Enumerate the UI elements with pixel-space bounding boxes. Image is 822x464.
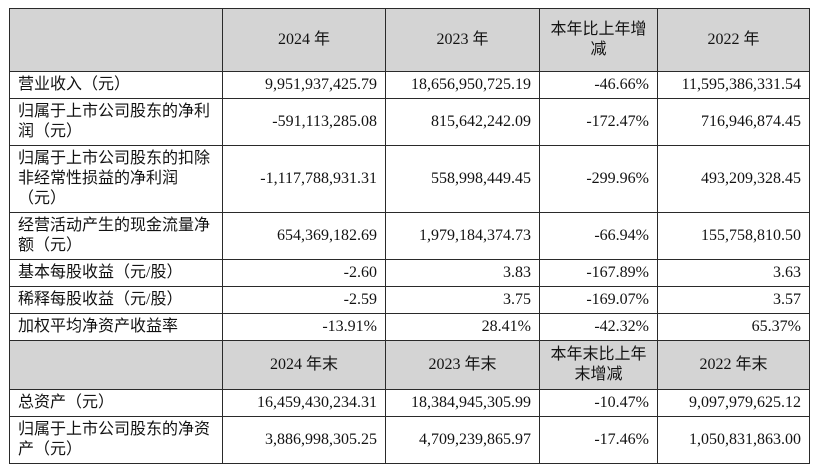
value-yearend-change: -10.47%: [539, 389, 658, 417]
table-row-net-profit-excl-nonrecurring: 归属于上市公司股东的扣除非经常性损益的净利润（元） -1,117,788,931…: [9, 145, 810, 213]
value-2024: -1,117,788,931.31: [222, 145, 386, 213]
corner-cell-blank: [9, 340, 223, 390]
value-2024: -2.59: [222, 286, 386, 314]
value-2024: -591,113,285.08: [222, 98, 386, 146]
value-2022-end: 9,097,979,625.12: [657, 389, 810, 417]
value-2022: 716,946,874.45: [657, 98, 810, 146]
value-2023-end: 18,384,945,305.99: [385, 389, 540, 417]
row-label: 归属于上市公司股东的净利润（元）: [9, 98, 223, 146]
value-2023: 1,979,184,374.73: [385, 212, 540, 260]
row-label: 基本每股收益（元/股）: [9, 259, 223, 287]
row-label: 归属于上市公司股东的净资产（元）: [9, 416, 223, 464]
value-2023-end: 4,709,239,865.97: [385, 416, 540, 464]
value-2024-end: 16,459,430,234.31: [222, 389, 386, 417]
table-row-operating-cash-flow: 经营活动产生的现金流量净额（元） 654,369,182.69 1,979,18…: [9, 212, 810, 260]
row-label: 归属于上市公司股东的扣除非经常性损益的净利润（元）: [9, 145, 223, 213]
value-2022: 155,758,810.50: [657, 212, 810, 260]
financial-summary-table: 2024 年 2023 年 本年比上年增减 2022 年 营业收入（元） 9,9…: [9, 8, 810, 464]
value-2023: 18,656,950,725.19: [385, 71, 540, 99]
value-2022: 65.37%: [657, 313, 810, 341]
value-2022-end: 1,050,831,863.00: [657, 416, 810, 464]
year-end-header-row: 2024 年末 2023 年末 本年末比上年末增减 2022 年末: [9, 340, 810, 390]
row-label: 经营活动产生的现金流量净额（元）: [9, 212, 223, 260]
column-header-yoy-change: 本年比上年增减: [539, 8, 658, 72]
row-label: 营业收入（元）: [9, 71, 223, 99]
value-yoy-change: -167.89%: [539, 259, 658, 287]
row-label: 总资产（元）: [9, 389, 223, 417]
corner-cell-blank: [9, 8, 223, 72]
value-2024-end: 3,886,998,305.25: [222, 416, 386, 464]
value-2024: -2.60: [222, 259, 386, 287]
table-row-net-assets: 归属于上市公司股东的净资产（元） 3,886,998,305.25 4,709,…: [9, 416, 810, 464]
column-header-yearend-change: 本年末比上年末增减: [539, 340, 658, 390]
column-header-2024: 2024 年: [222, 8, 386, 72]
value-2023: 3.75: [385, 286, 540, 314]
value-2023: 28.41%: [385, 313, 540, 341]
table-row-weighted-avg-roe: 加权平均净资产收益率 -13.91% 28.41% -42.32% 65.37%: [9, 313, 810, 341]
column-header-2022-end: 2022 年末: [657, 340, 810, 390]
value-2022: 11,595,386,331.54: [657, 71, 810, 99]
value-yearend-change: -17.46%: [539, 416, 658, 464]
column-header-2022: 2022 年: [657, 8, 810, 72]
value-2023: 558,998,449.45: [385, 145, 540, 213]
value-yoy-change: -299.96%: [539, 145, 658, 213]
value-yoy-change: -42.32%: [539, 313, 658, 341]
value-yoy-change: -169.07%: [539, 286, 658, 314]
value-yoy-change: -66.94%: [539, 212, 658, 260]
value-2024: 654,369,182.69: [222, 212, 386, 260]
table-row-diluted-eps: 稀释每股收益（元/股） -2.59 3.75 -169.07% 3.57: [9, 286, 810, 314]
table-row-operating-revenue: 营业收入（元） 9,951,937,425.79 18,656,950,725.…: [9, 71, 810, 99]
value-yoy-change: -172.47%: [539, 98, 658, 146]
value-yoy-change: -46.66%: [539, 71, 658, 99]
table-row-basic-eps: 基本每股收益（元/股） -2.60 3.83 -167.89% 3.63: [9, 259, 810, 287]
column-header-2024-end: 2024 年末: [222, 340, 386, 390]
row-label: 稀释每股收益（元/股）: [9, 286, 223, 314]
value-2023: 815,642,242.09: [385, 98, 540, 146]
value-2022: 493,209,328.45: [657, 145, 810, 213]
table-row-total-assets: 总资产（元） 16,459,430,234.31 18,384,945,305.…: [9, 389, 810, 417]
annual-header-row: 2024 年 2023 年 本年比上年增减 2022 年: [9, 8, 810, 72]
value-2023: 3.83: [385, 259, 540, 287]
value-2024: 9,951,937,425.79: [222, 71, 386, 99]
value-2024: -13.91%: [222, 313, 386, 341]
column-header-2023-end: 2023 年末: [385, 340, 540, 390]
value-2022: 3.57: [657, 286, 810, 314]
value-2022: 3.63: [657, 259, 810, 287]
column-header-2023: 2023 年: [385, 8, 540, 72]
row-label: 加权平均净资产收益率: [9, 313, 223, 341]
table-row-net-profit: 归属于上市公司股东的净利润（元） -591,113,285.08 815,642…: [9, 98, 810, 146]
